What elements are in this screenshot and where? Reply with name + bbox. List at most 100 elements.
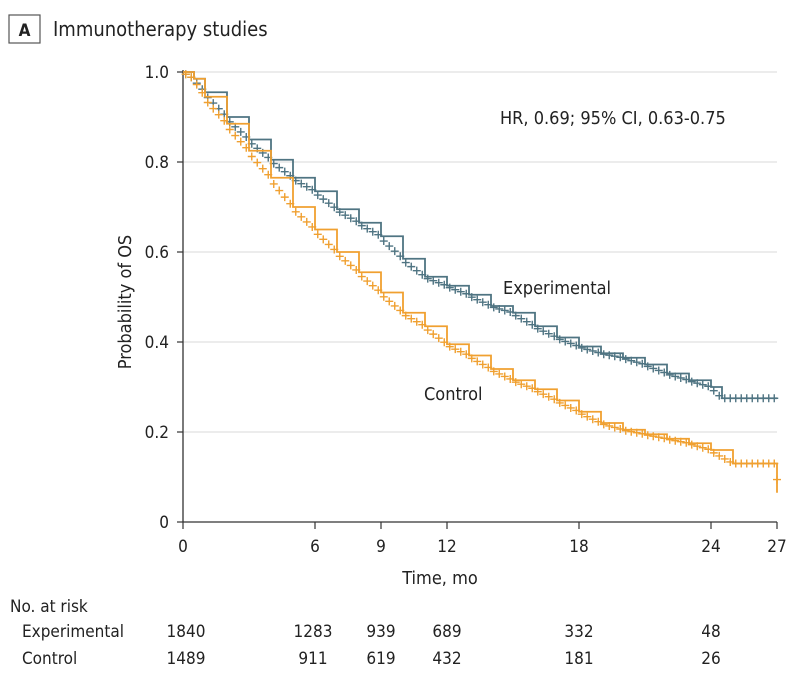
censor-mark <box>407 314 416 323</box>
censor-mark <box>214 110 223 119</box>
censor-mark <box>434 334 443 343</box>
risk-value: 1283 <box>293 622 333 642</box>
risk-value: 26 <box>701 649 721 669</box>
censor-mark <box>550 395 559 404</box>
censor-mark <box>627 427 636 436</box>
censor-mark <box>308 185 317 194</box>
censor-mark <box>264 170 273 179</box>
censor-mark <box>671 436 680 445</box>
censor-mark <box>522 382 531 391</box>
censor-mark <box>341 256 350 265</box>
censor-mark <box>445 283 454 292</box>
censor-mark <box>275 186 284 195</box>
censor-mark <box>616 353 625 362</box>
censor-mark <box>467 293 476 302</box>
censor-mark <box>440 280 449 289</box>
risk-table-title: No. at risk <box>10 597 88 617</box>
censor-mark <box>352 265 361 274</box>
risk-value: 689 <box>432 622 462 642</box>
censor-mark <box>643 362 652 371</box>
risk-value: 619 <box>366 649 396 669</box>
risk-value: 1489 <box>166 649 206 669</box>
censor-mark <box>462 289 471 298</box>
censor-mark <box>297 212 306 221</box>
x-tick-label: 9 <box>376 537 386 557</box>
censor-mark <box>242 143 251 152</box>
censor-mark <box>429 330 438 339</box>
axis-labels: Time, mo Probability of OS HR, 0.69; 95% C… <box>115 108 726 589</box>
censor-mark <box>709 386 718 395</box>
censor-mark <box>308 222 317 231</box>
risk-value: 432 <box>432 649 462 669</box>
censor-mark <box>390 247 399 256</box>
censor-mark <box>687 377 696 386</box>
censor-mark <box>676 437 685 446</box>
censor-mark <box>247 152 256 161</box>
censor-mark <box>236 127 245 136</box>
censor-mark <box>665 435 674 444</box>
censor-mark <box>181 70 190 79</box>
censor-mark <box>368 281 377 290</box>
censor-mark <box>709 448 718 457</box>
censor-mark <box>258 164 267 173</box>
x-tick-label: 12 <box>437 537 456 557</box>
censor-mark <box>698 380 707 389</box>
censor-mark <box>698 443 707 452</box>
censor-mark <box>533 387 542 396</box>
x-tick-label: 24 <box>701 537 720 557</box>
series-group <box>181 70 781 493</box>
censor-mark <box>715 451 724 460</box>
censor-mark <box>385 242 394 251</box>
censor-mark <box>605 351 614 360</box>
censor-mark <box>610 352 619 361</box>
censor-mark <box>379 292 388 301</box>
panel-letter: A <box>19 21 31 41</box>
censor-mark <box>566 403 575 412</box>
censor-mark <box>302 182 311 191</box>
censor-mark <box>643 431 652 440</box>
censor-mark <box>429 276 438 285</box>
risk-value: 1840 <box>166 622 206 642</box>
censor-mark <box>654 366 663 375</box>
censor-mark <box>489 303 498 312</box>
censor-mark <box>693 379 702 388</box>
censor-mark <box>649 432 658 441</box>
panel-letter-box <box>8 14 41 44</box>
censor-mark <box>773 475 781 484</box>
censor-mark <box>473 295 482 304</box>
censor-mark <box>341 211 350 220</box>
censor-mark <box>269 179 278 188</box>
censor-mark <box>396 306 405 315</box>
censor-mark <box>467 354 476 363</box>
censor-mark <box>368 227 377 236</box>
censor-mark <box>676 373 685 382</box>
risk-value: 939 <box>366 622 396 642</box>
censor-mark <box>577 343 586 352</box>
censor-mark <box>638 359 647 368</box>
censor-mark <box>187 73 196 82</box>
censor-mark <box>649 364 658 373</box>
censor-mark <box>478 298 487 307</box>
censor-mark <box>363 224 372 233</box>
censor-mark <box>544 392 553 401</box>
censor-mark <box>550 332 559 341</box>
censor-mark <box>418 320 427 329</box>
censor-mark <box>192 80 201 89</box>
censor-mark <box>412 266 421 275</box>
censor-mark <box>561 401 570 410</box>
y-tick-label: 0.4 <box>145 333 169 353</box>
censor-mark <box>594 417 603 426</box>
censor-mark <box>231 131 240 140</box>
censor-mark <box>209 104 218 113</box>
censor-mark <box>555 398 564 407</box>
risk-value: 48 <box>701 622 721 642</box>
censor-mark <box>638 429 647 438</box>
panel-title: Immunotherapy studies <box>53 17 268 41</box>
censor-mark <box>225 125 234 134</box>
censor-mark <box>451 345 460 354</box>
y-tick-label: 1.0 <box>145 63 169 83</box>
censor-mark <box>599 420 608 429</box>
series-label-experimental: Experimental <box>503 278 611 299</box>
censor-mark <box>220 116 229 125</box>
censor-mark <box>401 311 410 320</box>
